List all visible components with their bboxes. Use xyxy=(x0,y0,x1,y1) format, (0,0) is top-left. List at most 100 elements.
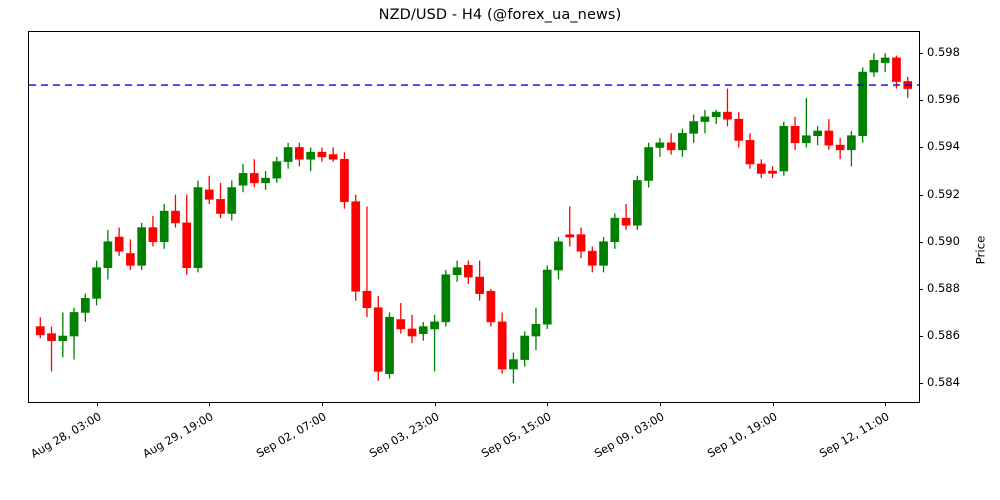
candle-body xyxy=(193,187,203,268)
y-tick-label: 0.590 xyxy=(927,233,960,248)
candle xyxy=(58,312,68,358)
candle-body xyxy=(407,328,417,337)
candle xyxy=(171,194,180,228)
candle-body xyxy=(464,265,473,278)
candle-body xyxy=(711,111,721,118)
candle xyxy=(621,204,631,230)
x-tick-mark xyxy=(209,402,211,406)
candle xyxy=(69,307,79,360)
candle xyxy=(711,109,721,124)
candle-body xyxy=(58,335,68,342)
candle-body xyxy=(272,161,282,179)
candle xyxy=(216,182,225,219)
candle-body xyxy=(283,147,293,162)
x-tick-label: Sep 12, 11:00 xyxy=(817,410,892,461)
candle xyxy=(261,171,270,190)
candle-body xyxy=(351,201,361,292)
candle-body xyxy=(542,269,552,325)
x-tick-mark xyxy=(772,402,774,406)
candle xyxy=(373,295,383,381)
x-tick-label: Sep 05, 15:00 xyxy=(479,410,554,461)
candle-body xyxy=(621,217,631,226)
x-tick-mark xyxy=(659,402,661,406)
candle xyxy=(362,206,372,318)
candle-body xyxy=(328,154,338,160)
candle-body xyxy=(126,253,135,266)
candle xyxy=(385,312,394,379)
x-tick-mark xyxy=(547,402,549,406)
candle xyxy=(723,88,732,127)
candle xyxy=(880,53,890,73)
x-tick-label: Aug 28, 03:00 xyxy=(28,410,104,461)
candle-body xyxy=(554,241,563,271)
candle xyxy=(283,142,293,169)
x-tick-label: Sep 09, 03:00 xyxy=(592,410,667,461)
candle-body xyxy=(520,335,530,360)
candle xyxy=(35,317,45,339)
candle-body xyxy=(847,135,856,151)
candle-body xyxy=(655,142,665,148)
x-tick-mark xyxy=(321,402,323,406)
x-tick-mark xyxy=(96,402,98,406)
candle-body xyxy=(148,227,158,243)
candle-body xyxy=(430,321,439,330)
candle-body xyxy=(644,147,653,181)
y-tick-label: 0.592 xyxy=(927,186,960,201)
candle-body xyxy=(666,142,676,151)
candle xyxy=(576,227,586,259)
candle xyxy=(587,246,597,273)
y-tick-mark xyxy=(919,336,923,337)
candle xyxy=(148,215,158,247)
candle xyxy=(238,163,248,193)
candle xyxy=(756,159,766,179)
y-tick-mark xyxy=(919,383,923,385)
candle-body xyxy=(216,199,225,214)
chart-title: NZD/USD - H4 (@forex_ua_news) xyxy=(378,7,622,23)
candle-body xyxy=(689,121,699,134)
candle xyxy=(430,314,439,372)
candle-body xyxy=(678,133,687,151)
candle-body xyxy=(204,189,214,200)
candle-body xyxy=(92,267,101,299)
y-tick-label: 0.588 xyxy=(927,280,960,295)
x-tick-label: Sep 03, 23:00 xyxy=(366,410,442,461)
candle-body xyxy=(137,227,147,266)
candle xyxy=(892,55,901,89)
candle xyxy=(126,239,135,271)
candle-body xyxy=(734,118,744,141)
candle-body xyxy=(509,359,518,370)
candle xyxy=(227,180,237,221)
candle-body xyxy=(632,180,642,226)
candle xyxy=(554,237,563,280)
candle xyxy=(272,156,282,183)
candle-body xyxy=(587,250,597,266)
candle-body xyxy=(441,274,451,323)
y-tick-label: 0.598 xyxy=(927,45,960,60)
candle-body xyxy=(362,290,372,309)
candle-body xyxy=(452,267,462,276)
candle xyxy=(114,227,124,256)
candle-body xyxy=(779,125,789,172)
candle xyxy=(847,130,856,167)
candle-body xyxy=(565,234,575,238)
candlestick-canvas xyxy=(29,32,919,402)
candle-body xyxy=(35,326,45,336)
candle-body xyxy=(69,312,79,337)
candle xyxy=(734,112,744,148)
candle xyxy=(452,260,462,282)
y-tick-mark xyxy=(919,241,923,243)
candle xyxy=(531,307,541,351)
candle xyxy=(306,147,316,172)
candle xyxy=(497,312,507,374)
candle-body xyxy=(261,177,270,184)
candle xyxy=(779,121,789,176)
candle xyxy=(407,314,417,344)
candle-body xyxy=(47,333,56,342)
y-tick-mark xyxy=(919,288,923,290)
candle-body xyxy=(396,319,406,330)
y-tick-mark xyxy=(919,53,923,55)
candle xyxy=(813,126,822,146)
candle-body xyxy=(531,323,541,337)
y-tick-mark xyxy=(919,194,923,196)
x-tick-label: Sep 02, 07:00 xyxy=(254,410,329,461)
